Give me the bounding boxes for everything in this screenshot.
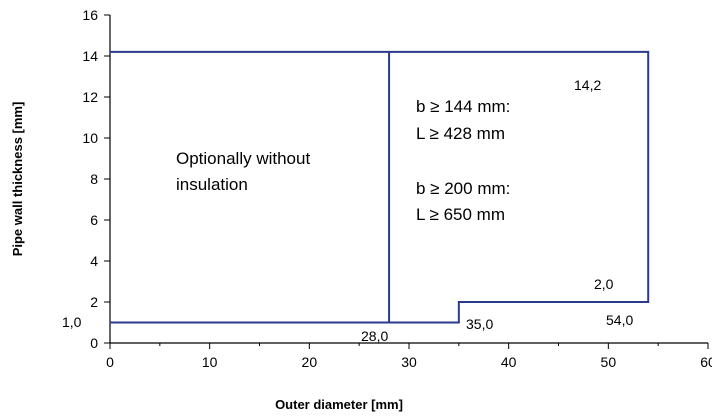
- annotation-x-54-0: 54,0: [606, 312, 633, 328]
- y-tick-label: 6: [90, 212, 98, 228]
- y-tick-label: 4: [90, 253, 98, 269]
- x-tick-label: 40: [501, 354, 517, 370]
- x-tick-label: 20: [302, 354, 318, 370]
- series-line-1: [110, 50, 650, 324]
- annotation-y-14-2: 14,2: [574, 77, 601, 93]
- x-tick-label: 30: [401, 354, 417, 370]
- annotation-y-1-0: 1,0: [62, 314, 82, 330]
- region-label-right-line2: L ≥ 428 mm: [416, 124, 505, 143]
- region-label-left-line2: insulation: [176, 175, 248, 194]
- y-tick-label: 2: [90, 294, 98, 310]
- y-tick-label: 10: [82, 130, 98, 146]
- annotation-x-35-0: 35,0: [466, 316, 493, 332]
- x-axis-title: Outer diameter [mm]: [275, 397, 403, 412]
- x-tick-label: 60: [700, 354, 712, 370]
- region-label-left-line1: Optionally without: [176, 149, 310, 168]
- region-label-right-line4: L ≥ 650 mm: [416, 205, 505, 224]
- annotation-y-2-0: 2,0: [594, 276, 614, 292]
- x-tick-label: 0: [106, 354, 114, 370]
- y-ticks: 0 2 4 6 8 10 12 14 16: [82, 7, 110, 351]
- y-tick-label: 12: [82, 89, 98, 105]
- y-axis-title: Pipe wall thickness [mm]: [10, 102, 25, 257]
- region-label-right-line1: b ≥ 144 mm:: [416, 97, 510, 116]
- y-tick-label: 0: [90, 335, 98, 351]
- series-layer: [110, 50, 650, 324]
- x-tick-label: 10: [202, 354, 218, 370]
- annotation-x-28-0: 28,0: [361, 328, 388, 344]
- y-tick-label: 16: [82, 7, 98, 23]
- region-label-right-line3: b ≥ 200 mm:: [416, 179, 510, 198]
- y-tick-label: 8: [90, 171, 98, 187]
- x-ticks: 0 10 20 30 40 50 60: [106, 343, 712, 370]
- y-tick-label: 14: [82, 48, 98, 64]
- x-tick-label: 50: [601, 354, 617, 370]
